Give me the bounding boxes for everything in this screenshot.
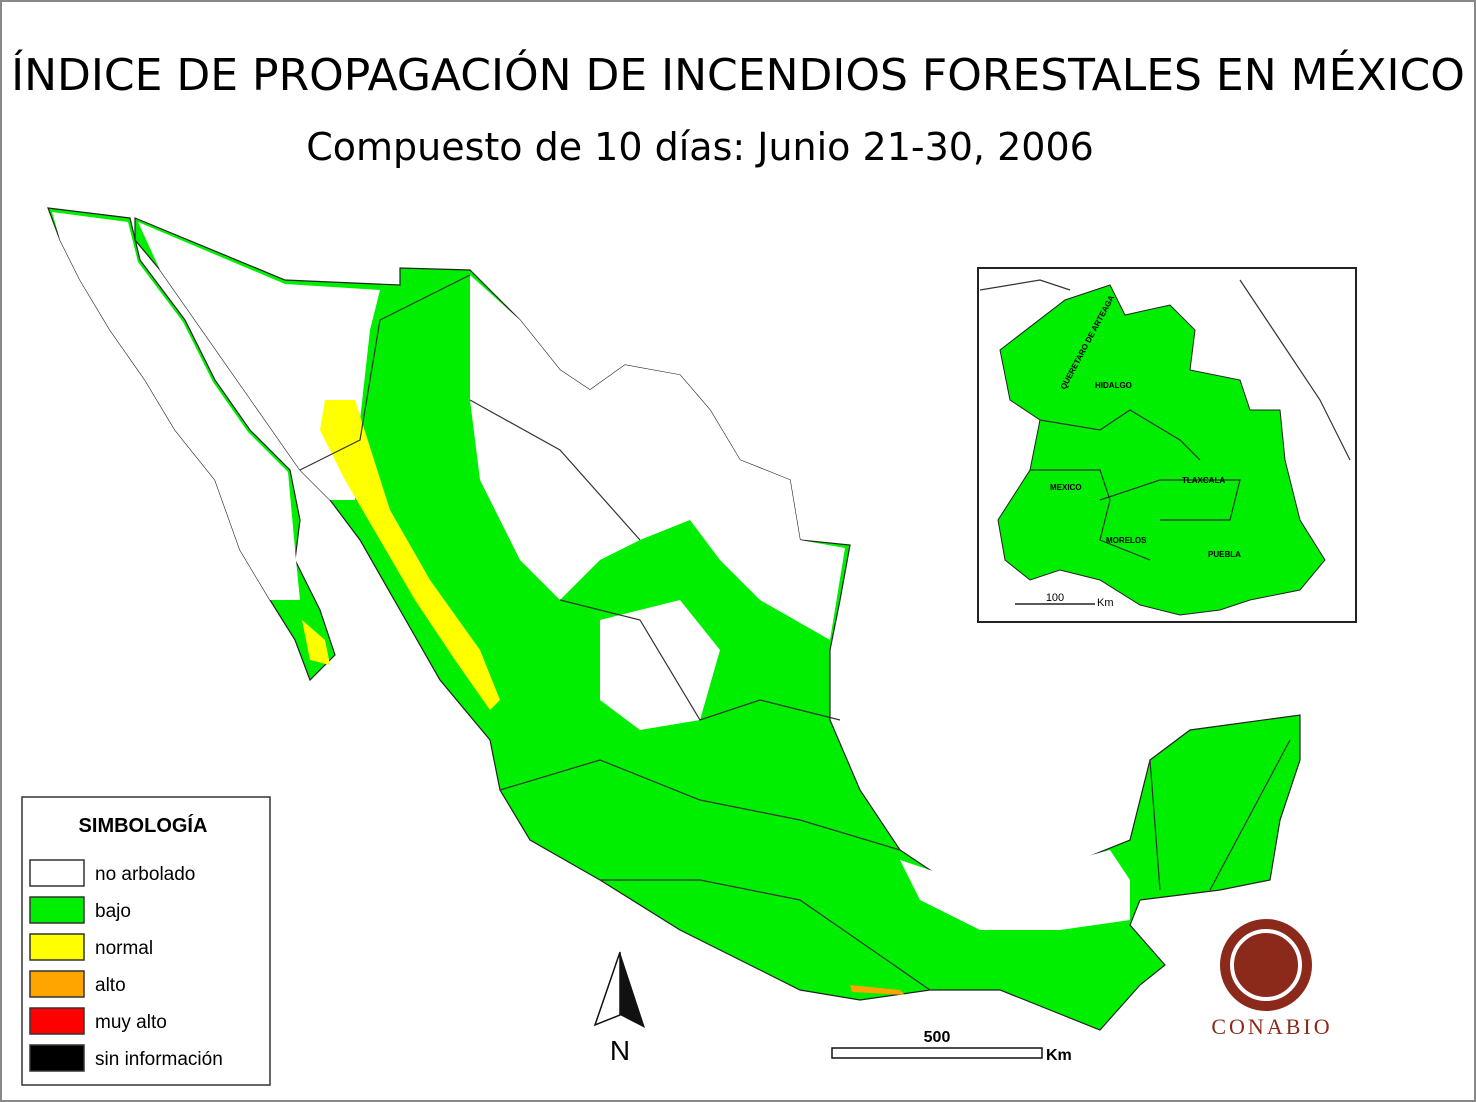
gulf-coast (900, 850, 1130, 930)
inset-map: QUERETARO DE ARTEAGA HIDALGO MEXICO TLAX… (977, 267, 1357, 623)
scale: 500 Km (831, 1029, 1072, 1064)
legend-label: bajo (95, 901, 131, 922)
inset-label: TLAXCALA (1182, 476, 1225, 485)
legend-label: normal (95, 938, 153, 959)
subtitle: Compuesto de 10 días: Junio 21-30, 2006 (306, 125, 1094, 169)
logo: CONABIO (1211, 919, 1332, 1039)
north-label: N (610, 1035, 630, 1066)
inset-scale-unit: Km (1097, 597, 1114, 609)
legend-label: sin información (95, 1049, 223, 1070)
logo-ring (1230, 929, 1302, 1001)
inset-context (979, 279, 1351, 461)
northeast-plains (470, 275, 845, 640)
legend-label: muy alto (95, 1012, 167, 1033)
scale-unit: Km (1046, 1047, 1072, 1064)
scale-value: 500 (924, 1029, 951, 1046)
northern-desert (138, 222, 380, 500)
inset-scale-value: 100 (1046, 592, 1064, 604)
inset-label: PUEBLA (1208, 550, 1241, 559)
legend-swatch (29, 859, 85, 887)
west-sierra-normal (320, 400, 500, 710)
legend-swatch (29, 1007, 85, 1035)
inset-borders (1030, 409, 1241, 561)
baja-cape-normal (302, 620, 330, 665)
legend-title: SIMBOLOGÍA (79, 814, 208, 837)
scale-bar (831, 1047, 1043, 1059)
south-alto (850, 985, 905, 995)
north-arrow: N (593, 951, 645, 1066)
inset-label: MEXICO (1050, 483, 1082, 492)
title: ÍNDICE DE PROPAGACIÓN DE INCENDIOS FORES… (11, 48, 1465, 101)
legend-swatch (29, 896, 85, 924)
mexico-map (47, 207, 1301, 1031)
legend-swatch (29, 970, 85, 998)
baja-unforested (52, 212, 300, 600)
inset-states (997, 284, 1326, 616)
legend-label: no arbolado (95, 864, 195, 885)
state-borders (299, 274, 1291, 991)
inset-label: HIDALGO (1095, 381, 1132, 390)
legend-label: alto (95, 975, 126, 996)
legend-swatch (29, 933, 85, 961)
inset-label: MORELOS (1106, 536, 1147, 545)
central-plateau (600, 600, 720, 730)
logo-text: CONABIO (1211, 1014, 1332, 1039)
legend-swatch (29, 1044, 85, 1072)
legend: SIMBOLOGÍA no arbolado bajo normal alto muy … (21, 796, 271, 1086)
arrow-right (620, 952, 645, 1028)
